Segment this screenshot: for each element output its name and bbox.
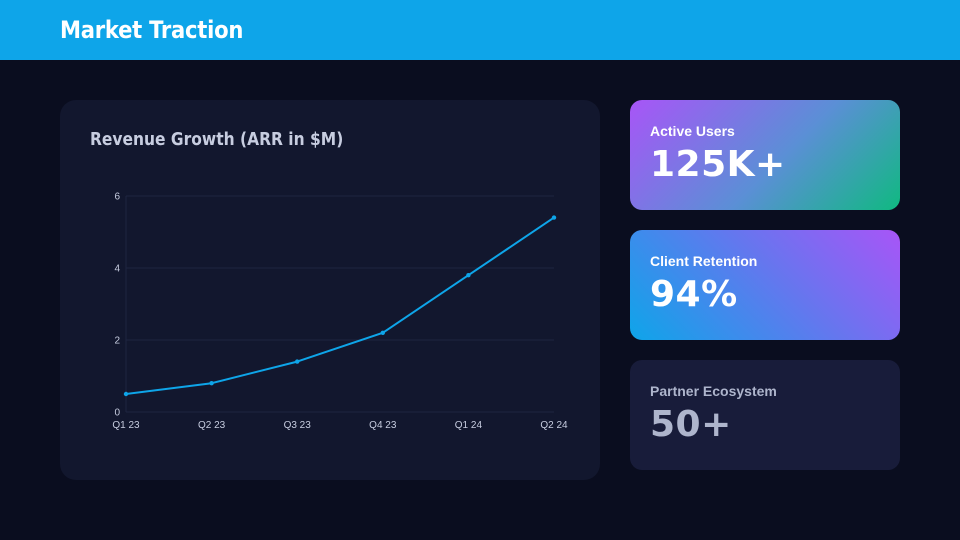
data-point bbox=[295, 359, 300, 364]
kpi-label: Partner Ecosystem bbox=[650, 383, 777, 399]
kpi-card-client-retention: Client Retention 94% bbox=[630, 230, 900, 340]
data-point bbox=[209, 381, 214, 386]
revenue-chart-card: Revenue Growth (ARR in $M) 0 2 4 6 Q1 23 Q2 2… bbox=[60, 100, 600, 480]
x-tick-label: Q3 23 bbox=[284, 420, 312, 431]
kpi-card-partner-ecosystem: Partner Ecosystem 50+ bbox=[630, 360, 900, 470]
kpi-value: 50+ bbox=[650, 404, 732, 445]
data-point bbox=[551, 215, 557, 220]
kpi-label: Active Users bbox=[650, 123, 735, 139]
x-tick-label: Q1 23 bbox=[112, 420, 140, 431]
kpi-card-active-users: Active Users 125K+ bbox=[630, 100, 900, 210]
kpi-value: 94% bbox=[650, 274, 738, 315]
series-line bbox=[125, 216, 555, 395]
y-tick-label: 0 bbox=[114, 408, 120, 419]
x-tick-label: Q1 24 bbox=[455, 420, 483, 431]
data-point bbox=[466, 273, 471, 278]
y-tick-label: 4 bbox=[114, 264, 120, 275]
header-bar: Market Traction bbox=[0, 0, 960, 60]
kpi-value: 125K+ bbox=[650, 144, 786, 185]
kpi-label: Client Retention bbox=[650, 253, 758, 269]
y-tick-label: 6 bbox=[114, 192, 120, 203]
x-tick-label: Q2 23 bbox=[198, 420, 226, 431]
data-point bbox=[380, 330, 385, 335]
revenue-line-chart: 0 2 4 6 Q1 23 Q2 23 Q3 23 Q4 23 Q1 24 Q2 24 bbox=[112, 192, 568, 432]
data-point bbox=[123, 391, 129, 397]
y-tick-label: 2 bbox=[114, 336, 120, 347]
x-tick-label: Q2 24 bbox=[540, 420, 568, 431]
chart-title: Revenue Growth (ARR in $M) bbox=[90, 129, 344, 150]
x-tick-label: Q4 23 bbox=[369, 420, 397, 431]
page-title: Market Traction bbox=[60, 16, 244, 44]
